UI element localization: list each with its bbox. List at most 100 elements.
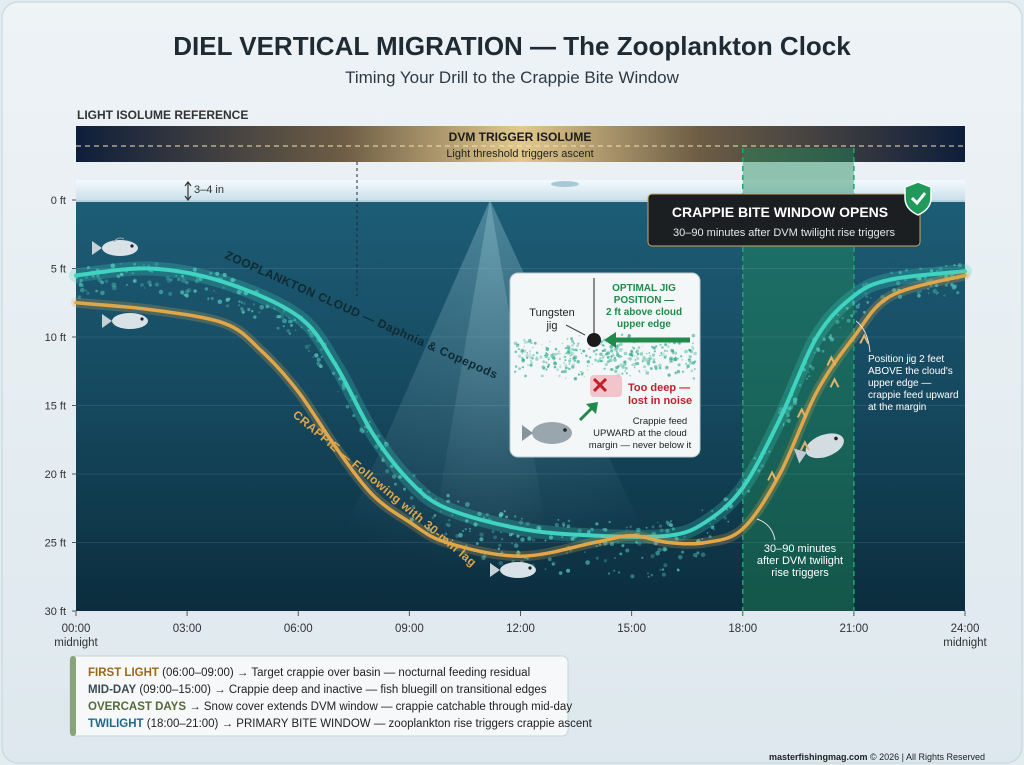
inset-cloud-dot [529,338,532,341]
plankton-dot [805,377,808,380]
plankton-dot [896,281,901,286]
inset-cloud-dot [688,355,692,359]
tungsten-jig-icon [587,333,601,347]
optimal-line2: POSITION — [614,295,675,306]
plankton-dot [458,532,463,538]
inset-cloud-dot [531,357,534,360]
inset-cloud-dot [624,366,628,370]
inset-cloud-dot [514,350,518,354]
inset-cloud-dot [571,365,575,369]
plankton-dot [497,547,501,550]
inset-cloud-dot [570,351,575,356]
plankton-dot [760,464,765,469]
inset-cloud-dot [553,360,555,362]
plankton-dot [175,274,178,277]
plankton-dot [700,552,706,557]
plankton-dot [217,299,223,305]
plankton-dot [498,543,502,547]
plankton-dot [927,287,930,290]
inset-cloud-dot [637,346,641,349]
plankton-dot [944,283,949,287]
plankton-dot [585,560,590,565]
legend-panel: FIRST LIGHT (06:00–09:00) → Target crapp… [69,655,593,737]
inset-cloud-dot [576,344,579,348]
inset-cloud-dot [551,352,556,357]
plankton-dot [482,554,487,558]
inset-cloud-dot [572,359,574,361]
plankton-dot [493,535,497,540]
too-deep-line2: lost in noise [628,395,692,407]
plankton-dot [629,525,633,529]
inset-cloud-dot [643,365,646,369]
plankton-dot [602,528,605,531]
plankton-dot [659,528,664,533]
inset-cloud-dot [553,361,557,364]
inset-cloud-dot [576,349,578,352]
plankton-dot [792,400,798,405]
plankton-dot [614,557,616,560]
inset-cloud-dot [553,361,557,366]
plankton-dot [727,520,730,523]
plankton-dot [917,294,921,298]
plankton-dot [625,526,628,529]
plankton-dot [569,549,572,552]
inset-cloud-dot [635,349,640,353]
inset-cloud-dot [639,352,644,356]
plankton-dot [567,519,571,523]
inset-cloud-dot [631,364,633,366]
plankton-dot [341,386,346,390]
zooplankton-line [74,266,967,539]
plankton-dot [710,525,714,530]
plankton-dot [222,272,227,278]
plankton-dot [116,274,121,279]
inset-cloud-dot [563,369,567,374]
plankton-dot [169,278,173,282]
plankton-dot [314,353,319,358]
inset-cloud-dot [591,363,593,365]
plankton-dot [258,311,261,314]
page-subtitle: Timing Your Drill to the Crappie Bite Wi… [345,68,680,87]
plankton-dot [635,541,638,544]
plankton-dot [149,283,152,287]
tungsten-pointer [565,324,586,336]
plankton-dot [309,332,315,338]
inset-cloud-dot [630,349,633,353]
plankton-dot [503,510,506,513]
plankton-dot [142,263,145,266]
plankton-dot [810,366,815,371]
inset-cloud-dot [535,357,539,361]
side-note-line1: Position jig 2 feet [868,354,944,365]
inset-cloud-dot [667,345,670,348]
fish-icon [793,433,844,464]
plankton-dot [259,304,265,310]
inset-cloud-dot [670,360,673,363]
inset-cloud-dot [677,363,681,367]
inset-cloud-dot [652,346,657,350]
plankton-dot [181,278,186,283]
inset-cloud-dot [521,357,524,360]
side-note-line2: ABOVE the cloud's [868,366,953,377]
plankton-dot [723,516,727,520]
plankton-dot [723,497,728,502]
inset-cloud-dot [554,347,558,351]
depth-tick-label: 25 ft [45,538,66,550]
inset-cloud-dot [571,339,574,343]
inset-cloud-dot [620,333,624,336]
inset-cloud-dot [568,360,571,363]
plankton-dot [565,551,569,555]
ascent-chevron [829,377,840,388]
plankton-dot [551,563,555,566]
inset-cloud-dot [676,370,681,374]
inset-cloud-dot [517,348,520,351]
plankton-dot [945,264,948,267]
inset-cloud-dot [691,342,695,345]
inset-cloud-dot [596,360,600,363]
inset-cloud-dot [610,367,614,372]
plankton-dot [381,457,384,459]
plankton-dot [677,568,680,572]
plankton-dot [657,547,662,552]
inset-cloud-dot [616,344,618,347]
inset-cloud-dot [586,365,589,367]
plankton-dot [956,291,960,295]
plankton-dot [236,289,242,295]
